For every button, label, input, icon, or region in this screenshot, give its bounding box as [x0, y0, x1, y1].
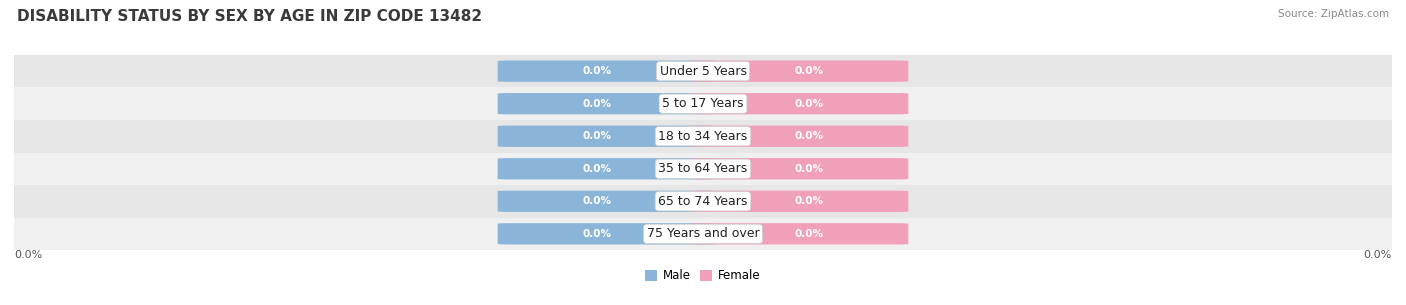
Text: 35 to 64 Years: 35 to 64 Years [658, 162, 748, 175]
Text: 0.0%: 0.0% [794, 229, 824, 239]
FancyBboxPatch shape [690, 158, 908, 179]
FancyBboxPatch shape [690, 223, 908, 245]
Text: 0.0%: 0.0% [582, 99, 612, 109]
Text: 0.0%: 0.0% [582, 131, 612, 141]
FancyBboxPatch shape [690, 93, 908, 114]
FancyBboxPatch shape [498, 126, 716, 147]
FancyBboxPatch shape [498, 60, 716, 82]
Text: 65 to 74 Years: 65 to 74 Years [658, 195, 748, 208]
Bar [14, 120, 1392, 152]
Text: 0.0%: 0.0% [794, 196, 824, 206]
Text: 0.0%: 0.0% [582, 196, 612, 206]
Legend: Male, Female: Male, Female [641, 265, 765, 287]
FancyBboxPatch shape [690, 191, 908, 212]
FancyBboxPatch shape [498, 191, 716, 212]
Bar [14, 217, 1392, 250]
FancyBboxPatch shape [690, 60, 908, 82]
Text: DISABILITY STATUS BY SEX BY AGE IN ZIP CODE 13482: DISABILITY STATUS BY SEX BY AGE IN ZIP C… [17, 9, 482, 24]
Bar [14, 55, 1392, 88]
FancyBboxPatch shape [498, 93, 716, 114]
Text: 0.0%: 0.0% [794, 99, 824, 109]
Text: 0.0%: 0.0% [582, 229, 612, 239]
Text: 0.0%: 0.0% [1364, 250, 1392, 260]
Text: 0.0%: 0.0% [794, 164, 824, 174]
FancyBboxPatch shape [498, 223, 716, 245]
FancyBboxPatch shape [498, 158, 716, 179]
Bar [14, 185, 1392, 217]
Text: 0.0%: 0.0% [14, 250, 42, 260]
Text: 0.0%: 0.0% [794, 131, 824, 141]
Text: 0.0%: 0.0% [582, 164, 612, 174]
Text: 75 Years and over: 75 Years and over [647, 227, 759, 240]
Text: Source: ZipAtlas.com: Source: ZipAtlas.com [1278, 9, 1389, 19]
Bar [14, 88, 1392, 120]
Text: 0.0%: 0.0% [794, 66, 824, 76]
Text: 0.0%: 0.0% [582, 66, 612, 76]
Text: Under 5 Years: Under 5 Years [659, 65, 747, 78]
Text: 18 to 34 Years: 18 to 34 Years [658, 130, 748, 143]
Text: 5 to 17 Years: 5 to 17 Years [662, 97, 744, 110]
FancyBboxPatch shape [690, 126, 908, 147]
Bar [14, 152, 1392, 185]
